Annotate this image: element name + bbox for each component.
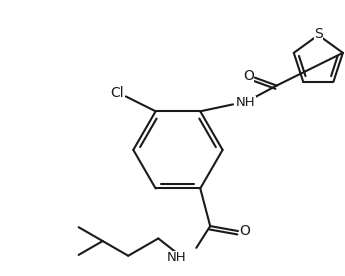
Text: O: O bbox=[239, 224, 250, 238]
Text: NH: NH bbox=[236, 96, 256, 109]
Text: NH: NH bbox=[167, 251, 186, 264]
Text: O: O bbox=[244, 69, 254, 83]
Text: Cl: Cl bbox=[110, 86, 124, 100]
Text: S: S bbox=[314, 27, 323, 41]
